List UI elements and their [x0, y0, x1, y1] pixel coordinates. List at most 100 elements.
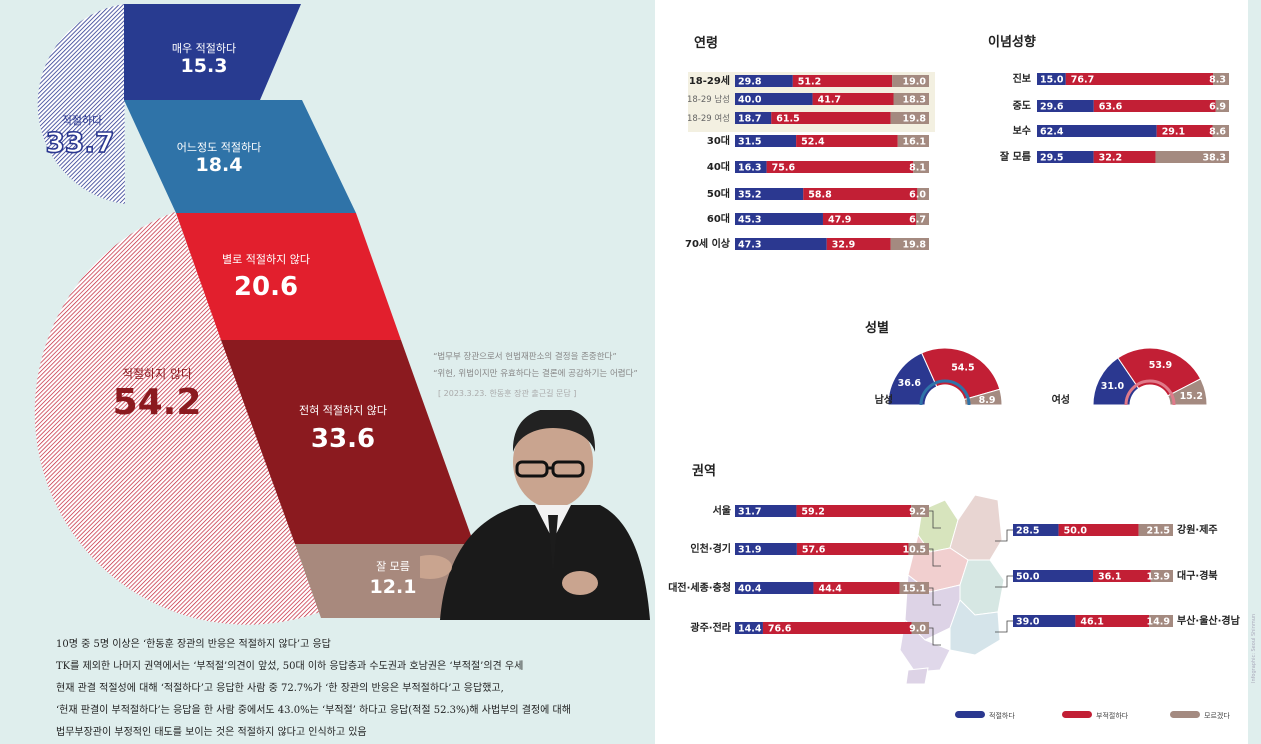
- gender-category-label: 여성: [1052, 393, 1070, 406]
- data-label: 28.5: [1016, 526, 1039, 537]
- bar-segment: [735, 112, 772, 124]
- segment-not-very-appropriate: [176, 213, 401, 340]
- bar-segment: [1065, 73, 1214, 85]
- bar-segment: [766, 161, 914, 173]
- ideology-category-label: 보수: [1013, 125, 1031, 137]
- bar-segment: [1213, 73, 1229, 85]
- ideology-chart: 진보 15.0 76.7 8.3 중도 29.6 63.6 6.9 보수 62.4 29.1 8.6 잘…: [1000, 72, 1229, 164]
- age-category-label: 60대: [707, 212, 730, 225]
- data-label: 46.1: [1080, 617, 1103, 628]
- ideology-category-label: 잘 모름: [1000, 151, 1031, 163]
- bar-segment: [822, 213, 916, 225]
- quote-line-1: “법무부 장관으로서 헌법재판소의 결정을 존중한다”: [433, 352, 617, 362]
- data-label: 39.0: [1016, 617, 1040, 628]
- summary-line: 현재 관결 적절성에 대해 ‘적절하다’고 응답한 사람 중 72.7%가 ‘한…: [56, 683, 504, 694]
- data-label: 57.6: [802, 545, 826, 556]
- region-leader-line: [995, 529, 1013, 542]
- segment-very-appropriate: [124, 4, 301, 100]
- bar-segment: [813, 582, 900, 594]
- data-label: 50.0: [1016, 572, 1040, 583]
- region-category-label: 인천·경기: [690, 542, 731, 555]
- data-label: 9.2: [909, 507, 926, 518]
- segment-label: 별로 적절하지 않다: [222, 252, 310, 266]
- inappropriate-summary-label: 적절하지 않다: [122, 367, 192, 381]
- summary-line: 법무부장관이 부정적인 태도를 보이는 것은 적절하지 않다고 인식하고 있음: [56, 727, 367, 738]
- bar-segment: [735, 188, 804, 200]
- region-category-label: 서울: [713, 504, 731, 517]
- segment-label: 잘 모름: [376, 560, 410, 573]
- summary-line: ‘헌재 판결이 부적절하다’는 응답을 한 사람 중에서도 43.0%는 ‘부적…: [56, 705, 571, 716]
- segment-label: 매우 적절하다: [172, 41, 236, 55]
- appropriate-summary-arc: [37, 4, 125, 204]
- gender-ring-accent: [919, 379, 971, 406]
- bar-segment: [735, 582, 814, 594]
- bar-segment: [1212, 125, 1229, 137]
- bar-segment: [792, 75, 893, 87]
- gender-slice: [1167, 378, 1208, 406]
- ideology-category-label: 중도: [1013, 100, 1031, 112]
- data-label: 29.6: [1040, 102, 1064, 113]
- data-label: 6.9: [1209, 102, 1226, 113]
- data-label: 29.8: [738, 77, 762, 88]
- bar-segment: [762, 622, 912, 634]
- legend-swatch: [1062, 711, 1092, 718]
- bar-segment: [735, 622, 763, 634]
- data-label: 31.9: [738, 545, 761, 556]
- bar-segment: [735, 543, 797, 555]
- bar-segment: [892, 75, 929, 87]
- gender-ring-accent: [1124, 379, 1176, 406]
- segment-value: 20.6: [234, 272, 298, 302]
- bar-segment: [915, 213, 929, 225]
- bar-segment: [1013, 615, 1076, 627]
- legend: 적절하다 부적절하다 모르겠다: [955, 711, 1230, 720]
- data-label: 21.5: [1147, 526, 1170, 537]
- bar-segment: [812, 93, 894, 105]
- data-label: 59.2: [801, 507, 824, 518]
- data-label: 8.1: [909, 163, 926, 174]
- region-category-label: 부산·울산·경남: [1177, 614, 1241, 627]
- main-chart: [34, 4, 650, 625]
- bar-segment: [1037, 100, 1094, 112]
- age-category-label: 50대: [707, 187, 730, 200]
- region-leader-line: [995, 575, 1013, 588]
- data-label: 16.1: [903, 137, 926, 148]
- bar-segment: [796, 505, 912, 517]
- map-region: [949, 494, 1003, 561]
- bar-segment: [911, 505, 929, 517]
- region-leader-line: [929, 627, 941, 646]
- region-leader-line: [995, 620, 1013, 633]
- bar-segment: [1215, 100, 1229, 112]
- summary-line: 10명 중 5명 이상은 ‘한동훈 장관의 반응은 적절하지 않다’고 응답: [56, 639, 331, 650]
- data-label: 18.7: [738, 114, 761, 125]
- bar-segment: [1037, 73, 1066, 85]
- bar-segment: [899, 582, 929, 594]
- age-category-label: 18-29 남성: [687, 95, 730, 105]
- bar-segment: [911, 622, 929, 634]
- segment-not-at-all-appropriate: [221, 340, 474, 544]
- bar-segment: [890, 238, 929, 250]
- data-label: 35.2: [738, 190, 761, 201]
- bar-segment: [735, 238, 827, 250]
- data-label: 47.3: [738, 240, 761, 251]
- gender-data-label: 15.2: [1180, 391, 1203, 402]
- legend-label: 모르겠다: [1204, 711, 1230, 720]
- map-region: [905, 667, 929, 685]
- bar-segment: [913, 161, 929, 173]
- gender-data-label: 54.5: [951, 362, 974, 373]
- gender-section-title: 성별: [865, 320, 889, 336]
- bar-segment: [1155, 151, 1229, 163]
- bar-segment: [1138, 524, 1173, 536]
- data-label: 6.7: [909, 215, 926, 226]
- age-chart: 18-29세 29.8 51.2 19.0 18-29 남성 40.0 41.7 18.3 18…: [685, 72, 935, 251]
- bar-segment: [1013, 570, 1093, 582]
- data-label: 19.0: [903, 77, 927, 88]
- region-category-label: 대전·세종·충청: [668, 581, 731, 594]
- data-label: 31.7: [738, 507, 761, 518]
- data-label: 14.9: [1147, 617, 1170, 628]
- segment-value: 33.6: [311, 424, 375, 454]
- bar-segment: [735, 213, 823, 225]
- bar-segment: [1013, 524, 1059, 536]
- data-label: 58.8: [808, 190, 832, 201]
- data-label: 29.5: [1040, 153, 1063, 164]
- gender-chart: 36.6 54.5 8.9 남성 31.0 53.9 15.2 여성: [875, 347, 1208, 406]
